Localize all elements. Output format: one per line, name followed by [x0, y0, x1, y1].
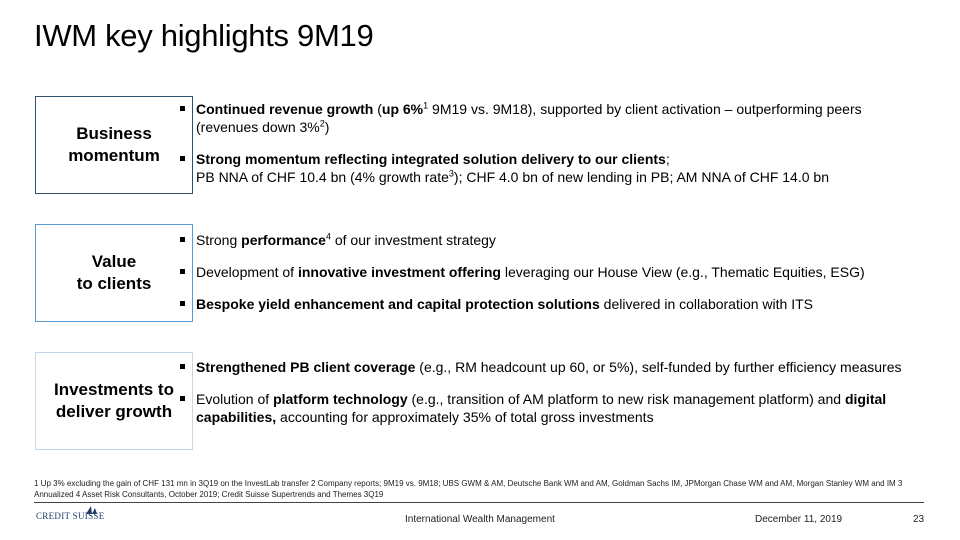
slide-title: IWM key highlights 9M19: [34, 18, 374, 53]
bullet-list: Continued revenue growth (up 6%1 9M19 vs…: [178, 100, 918, 200]
bullet-text: accounting for approximately 35% of tota…: [276, 409, 654, 425]
bullet-text: leveraging our House View (e.g., Themati…: [501, 264, 865, 280]
bullet-text: Strong momentum reflecting integrated so…: [196, 151, 666, 167]
bullet-text: delivered in collaboration with ITS: [599, 296, 813, 312]
bullet-text: performance: [241, 232, 326, 248]
bullet-item: Bespoke yield enhancement and capital pr…: [178, 295, 918, 313]
section-label-business-momentum: Business momentum: [35, 96, 193, 194]
credit-suisse-logo: CREDIT SUISSE: [36, 506, 105, 521]
bullet-text: 9M19 vs. 9M18), supported by client acti…: [196, 101, 862, 135]
bullet-text: Evolution of: [196, 391, 274, 407]
bullet-text: digital capabilities,: [196, 391, 887, 425]
bullet-text: ; PB NNA of CHF 10.4 bn (4% growth rate: [196, 151, 670, 185]
footnote-ref: 3: [448, 168, 454, 179]
page-number: 23: [913, 514, 925, 525]
sails-icon: [86, 506, 97, 514]
bullet-item: Evolution of platform technology (e.g., …: [178, 390, 918, 426]
bullet-text: (: [373, 101, 382, 117]
footer-date: December 11, 2019: [755, 514, 843, 525]
bullet-text: up 6%: [381, 101, 424, 117]
bullet-text: innovative investment offering: [297, 264, 501, 280]
footer-division: International Wealth Management: [405, 514, 555, 525]
bullet-item: Strong performance4 of our investment st…: [178, 231, 918, 249]
footnote-ref: 2: [319, 118, 325, 129]
footnote-ref: 4: [325, 231, 331, 242]
bullet-text: (e.g., transition of AM platform to new …: [407, 391, 845, 407]
bullet-text: Bespoke yield enhancement and capital pr…: [196, 296, 600, 312]
bullet-text: ); CHF 4.0 bn of new lending in PB; AM N…: [453, 169, 829, 185]
bullet-list: Strengthened PB client coverage (e.g., R…: [178, 358, 918, 440]
bullet-text: Continued revenue growth: [196, 101, 374, 117]
footnote-ref: 1: [423, 100, 429, 111]
bullet-text: (e.g., RM headcount up 60, or 5%), self-…: [415, 359, 902, 375]
bullet-item: Development of innovative investment off…: [178, 263, 918, 281]
bullet-list: Strong performance4 of our investment st…: [178, 231, 918, 327]
bullet-text: of our investment strategy: [330, 232, 496, 248]
bullet-text: Strengthened PB client coverage: [196, 359, 416, 375]
divider: [34, 502, 924, 503]
bullet-text: Strong: [196, 232, 242, 248]
footnotes: 1 Up 3% excluding the gain of CHF 131 mn…: [34, 479, 903, 499]
bullet-text: Development of: [196, 264, 298, 280]
bullet-item: Strengthened PB client coverage (e.g., R…: [178, 358, 918, 376]
bullet-item: Strong momentum reflecting integrated so…: [178, 150, 918, 186]
section-label-investments: Investments to deliver growth: [35, 352, 193, 450]
bullet-text: platform technology: [273, 391, 408, 407]
section-label-value-to-clients: Value to clients: [35, 224, 193, 322]
bullet-item: Continued revenue growth (up 6%1 9M19 vs…: [178, 100, 918, 136]
bullet-text: ): [324, 119, 330, 135]
